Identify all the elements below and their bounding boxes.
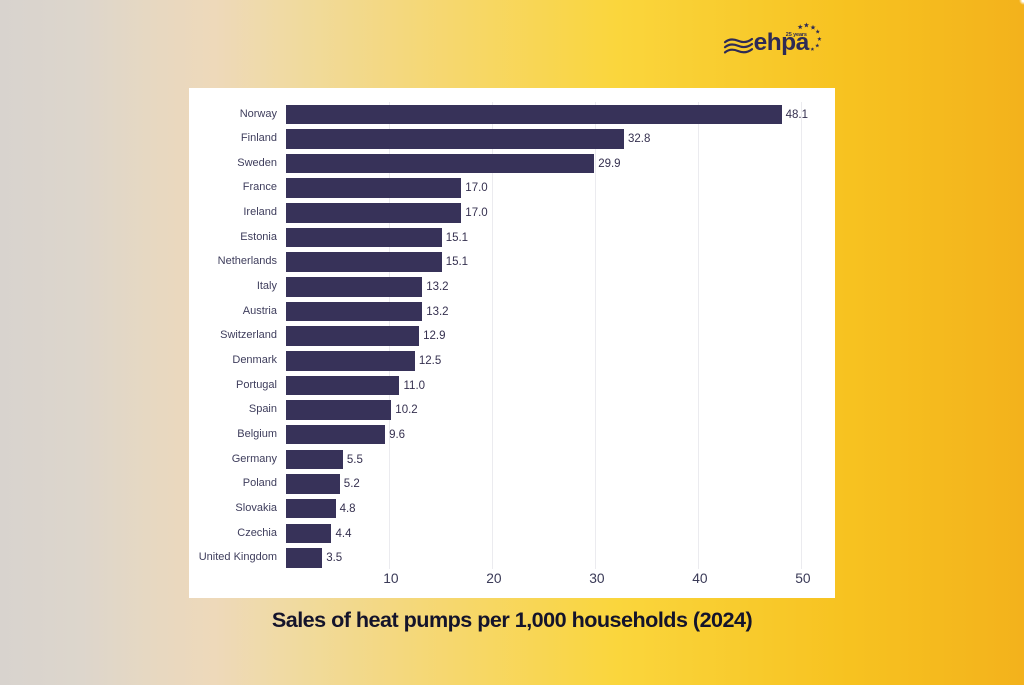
svg-text:25 years: 25 years bbox=[786, 32, 807, 38]
svg-text:ehpa: ehpa bbox=[754, 29, 810, 56]
